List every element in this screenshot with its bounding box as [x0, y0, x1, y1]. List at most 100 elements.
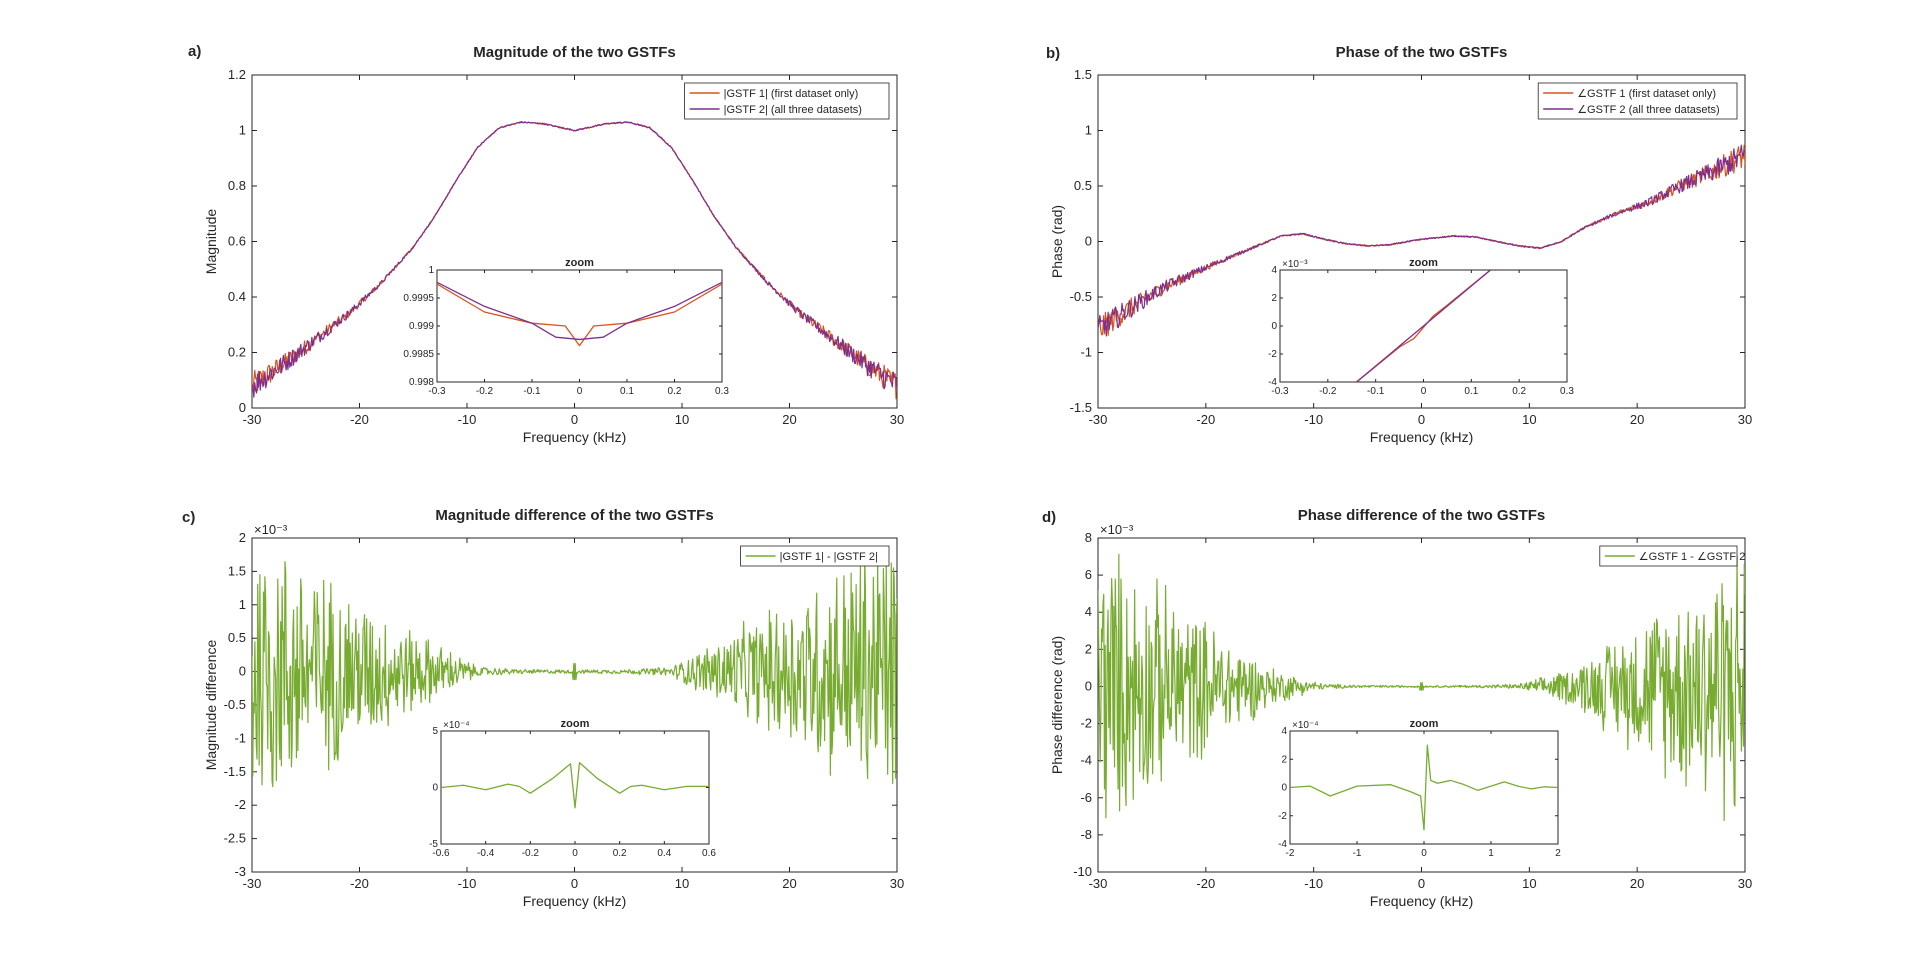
y-axis-label: Phase difference (rad)	[1049, 636, 1065, 774]
legend-entry: ∠GSTF 1 - ∠GSTF 2	[1639, 551, 1746, 563]
x-tick-label: -0.3	[428, 386, 446, 397]
chart-panel-d: d) Phase difference of the two GSTFs -30 -2…	[1042, 507, 1752, 909]
y-tick-label: -1	[234, 730, 246, 745]
y-tick-label: -0.5	[224, 697, 246, 712]
panel-letter: d)	[1042, 509, 1056, 526]
x-tick-label: 0.2	[668, 386, 682, 397]
x-tick-label: 30	[890, 876, 904, 891]
x-tick-label: 0.4	[657, 848, 671, 859]
x-tick-label: 0.3	[715, 386, 729, 397]
inset-title: zoom	[565, 257, 594, 269]
axes-box	[1097, 537, 1746, 873]
x-tick-label: -0.6	[432, 848, 450, 859]
y-axis-label: Magnitude	[203, 209, 219, 275]
x-tick-label: -0.2	[1319, 386, 1337, 397]
x-tick-label: -10	[1304, 412, 1323, 427]
x-tick-label: -10	[458, 412, 477, 427]
inset-zoom: -0.3 -0.2 -0.1 0 0.1 0.2 0.3 -4 -2 0 2 4 ×10⁻³ zoom	[1268, 257, 1574, 397]
panel-letter: b)	[1046, 45, 1060, 62]
y-tick-label: 0.4	[228, 289, 246, 304]
y-exponent-label: ×10⁻³	[1282, 259, 1308, 270]
y-tick-label: 5	[432, 726, 438, 737]
legend: |GSTF 1| (first dataset only) |GSTF 2| (a…	[684, 82, 890, 120]
y-tick-label: 0.998	[409, 377, 434, 388]
y-tick-label: 0	[239, 664, 246, 679]
x-tick-label: 20	[782, 412, 796, 427]
y-tick-label: -4	[1268, 377, 1277, 388]
inset-plot-area	[437, 281, 722, 347]
legend-box	[740, 545, 890, 567]
plot-area	[252, 121, 897, 401]
x-tick-label: -10	[1304, 876, 1323, 891]
x-tick-label: 0.2	[613, 848, 627, 859]
x-axis-label: Frequency (kHz)	[523, 429, 626, 445]
y-tick-label: -10	[1073, 864, 1092, 879]
y-exponent-label: ×10⁻⁴	[443, 720, 470, 731]
y-tick-label: 0	[432, 783, 438, 794]
inset-zoom: -0.6 -0.4 -0.2 0 0.2 0.4 0.6 -5 0 5 ×10⁻⁴ zoom	[429, 718, 716, 859]
x-tick-label: 10	[675, 412, 689, 427]
x-tick-label: 0.3	[1560, 386, 1574, 397]
y-tick-label: 0	[239, 400, 246, 415]
chart-title: Phase difference of the two GSTFs	[1298, 507, 1546, 524]
x-tick-label: -10	[458, 876, 477, 891]
y-tick-label: 0.9985	[403, 349, 434, 360]
legend-entry: |GSTF 1| - |GSTF 2|	[780, 551, 878, 563]
legend-box	[1599, 545, 1738, 567]
x-tick-label: -30	[243, 876, 262, 891]
series-line-2	[252, 121, 897, 398]
x-tick-label: 0	[1418, 412, 1425, 427]
inset-series-line-1	[441, 761, 709, 809]
chart-title: Phase of the two GSTFs	[1336, 44, 1508, 61]
x-tick-label: -20	[1196, 412, 1215, 427]
y-axis-label: Magnitude difference	[203, 640, 219, 771]
y-tick-label: 1	[239, 123, 246, 138]
x-tick-label: -2	[1286, 848, 1295, 859]
inset-series-line-2	[1356, 270, 1491, 382]
y-tick-label: 0.5	[228, 630, 246, 645]
x-tick-label: 0	[571, 876, 578, 891]
x-tick-label: -20	[350, 876, 369, 891]
inset-plot-area	[1356, 270, 1491, 382]
y-tick-label: -2.5	[224, 831, 246, 846]
y-tick-label: -4	[1080, 753, 1092, 768]
x-axis-label: Frequency (kHz)	[1370, 893, 1473, 909]
x-tick-label: 0	[577, 386, 583, 397]
x-tick-label: 2	[1555, 848, 1561, 859]
y-tick-label: 1	[239, 597, 246, 612]
inset-title: zoom	[561, 718, 590, 730]
y-tick-label: -6	[1080, 790, 1092, 805]
plot-area	[1098, 144, 1745, 337]
x-tick-label: -30	[1089, 412, 1108, 427]
x-tick-label: 0	[1421, 386, 1427, 397]
x-tick-label: 0.1	[1464, 386, 1478, 397]
y-tick-label: -2	[234, 797, 246, 812]
legend-entry: |GSTF 1| (first dataset only)	[724, 88, 859, 100]
x-tick-label: 30	[1738, 876, 1752, 891]
x-tick-label: 0	[1418, 876, 1425, 891]
chart-title: Magnitude of the two GSTFs	[473, 44, 676, 61]
inset-series-line-2	[437, 281, 722, 341]
y-tick-label: -2	[1278, 811, 1287, 822]
y-tick-label: -3	[234, 864, 246, 879]
inset-plot-area	[441, 761, 709, 809]
x-axis-label: Frequency (kHz)	[523, 893, 626, 909]
x-tick-label: 10	[1522, 412, 1536, 427]
y-tick-label: 1	[1085, 123, 1092, 138]
y-tick-label: 2	[1281, 754, 1287, 765]
plot-area	[1098, 553, 1745, 821]
y-tick-label: -2	[1268, 349, 1277, 360]
y-tick-label: 2	[239, 530, 246, 545]
legend-entry: ∠GSTF 2 (all three datasets)	[1577, 104, 1720, 116]
x-tick-label: -0.2	[522, 848, 540, 859]
x-tick-label: -30	[243, 412, 262, 427]
x-tick-label: -0.3	[1271, 386, 1289, 397]
x-tick-label: 30	[1738, 412, 1752, 427]
x-tick-label: -30	[1089, 876, 1108, 891]
legend-entry: ∠GSTF 1 (first dataset only)	[1577, 88, 1716, 100]
chart-panel-a: a) Magnitude of the two GSTFs-30 -20 -10 0 10…	[188, 43, 904, 445]
inset-axes-box	[436, 269, 723, 383]
x-tick-label: 20	[782, 876, 796, 891]
